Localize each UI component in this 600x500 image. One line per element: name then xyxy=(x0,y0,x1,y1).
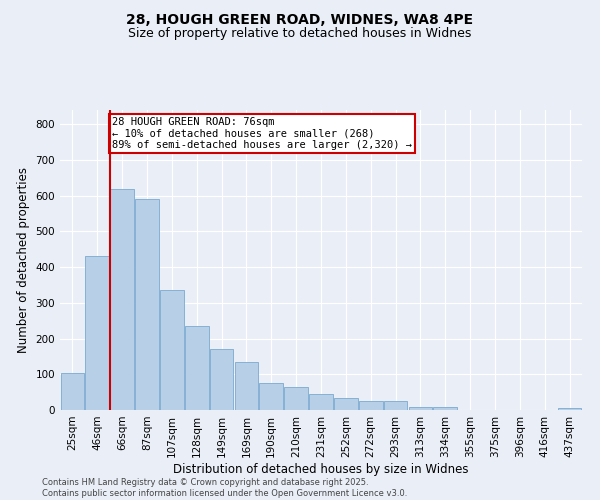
Bar xyxy=(334,398,358,410)
Bar xyxy=(61,372,84,410)
Bar xyxy=(135,200,159,410)
Bar xyxy=(384,401,407,410)
Text: 28 HOUGH GREEN ROAD: 76sqm
← 10% of detached houses are smaller (268)
89% of sem: 28 HOUGH GREEN ROAD: 76sqm ← 10% of deta… xyxy=(112,117,412,150)
Bar xyxy=(210,350,233,410)
Bar xyxy=(160,290,184,410)
Bar xyxy=(558,408,581,410)
Y-axis label: Number of detached properties: Number of detached properties xyxy=(17,167,30,353)
Text: 28, HOUGH GREEN ROAD, WIDNES, WA8 4PE: 28, HOUGH GREEN ROAD, WIDNES, WA8 4PE xyxy=(127,12,473,26)
Text: Contains HM Land Registry data © Crown copyright and database right 2025.
Contai: Contains HM Land Registry data © Crown c… xyxy=(42,478,407,498)
X-axis label: Distribution of detached houses by size in Widnes: Distribution of detached houses by size … xyxy=(173,462,469,475)
Bar xyxy=(259,383,283,410)
Bar xyxy=(409,407,432,410)
Bar xyxy=(359,401,383,410)
Bar xyxy=(110,188,134,410)
Bar xyxy=(309,394,333,410)
Bar xyxy=(235,362,258,410)
Bar xyxy=(85,256,109,410)
Bar xyxy=(284,387,308,410)
Text: Size of property relative to detached houses in Widnes: Size of property relative to detached ho… xyxy=(128,28,472,40)
Bar xyxy=(433,407,457,410)
Bar xyxy=(185,326,209,410)
